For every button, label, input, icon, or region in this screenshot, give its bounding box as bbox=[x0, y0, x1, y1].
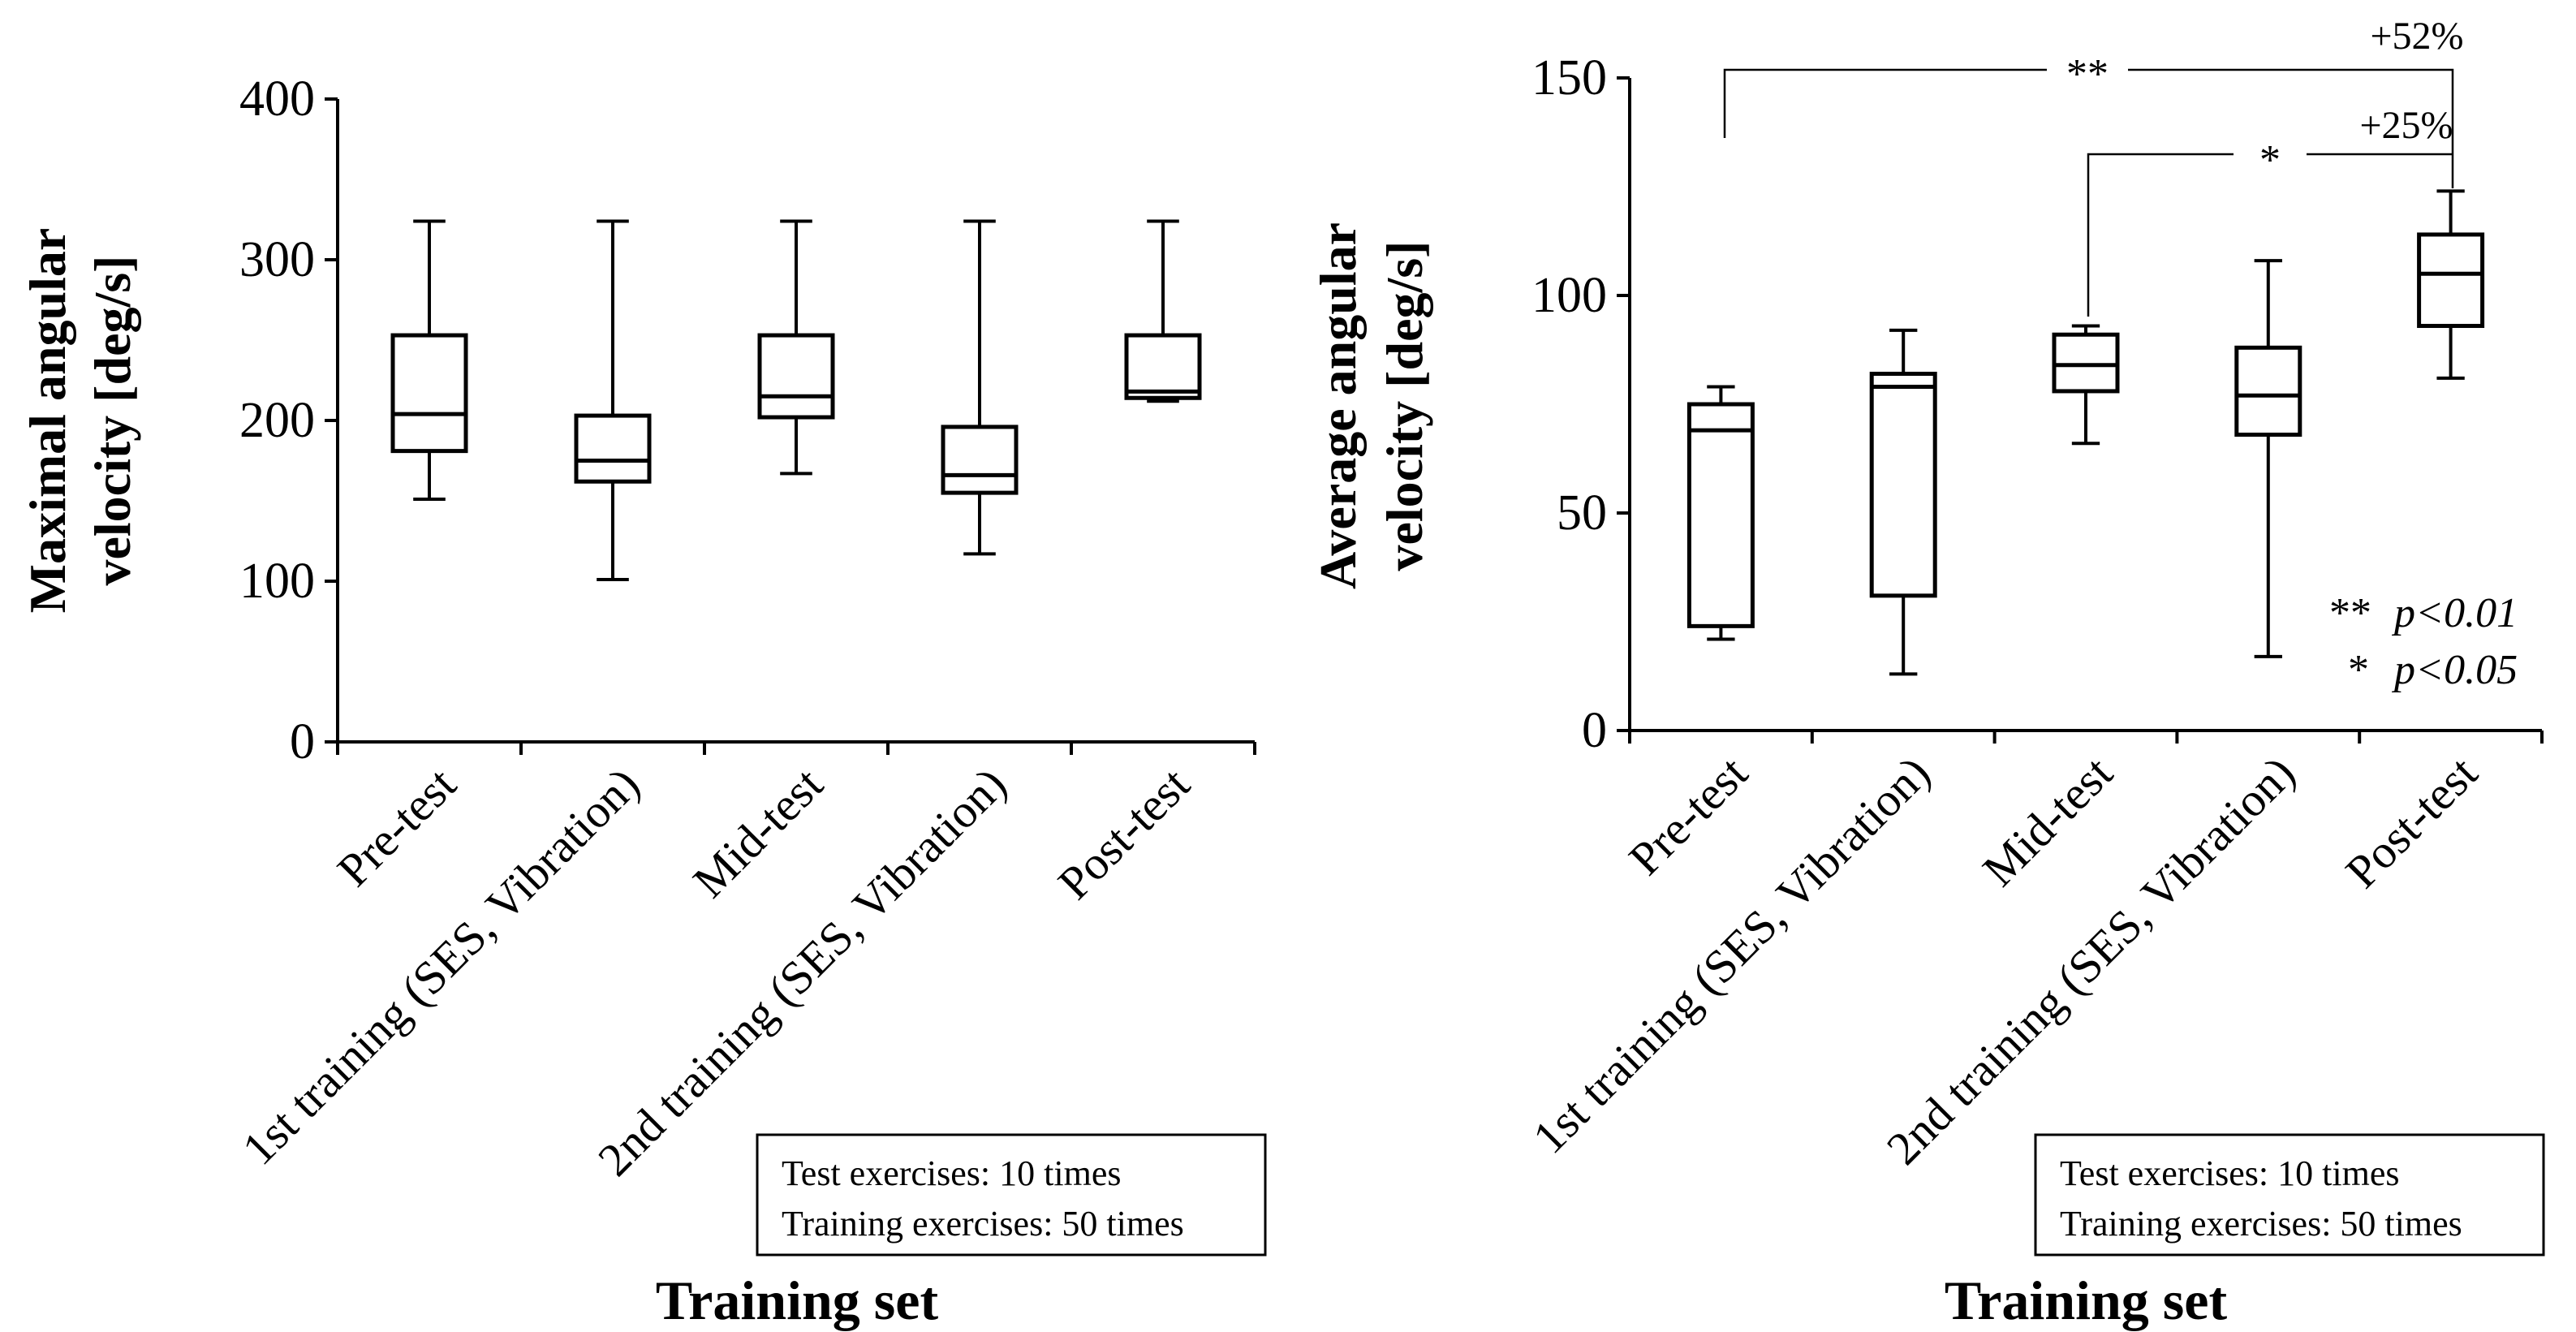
right-box-4 bbox=[2234, 259, 2302, 658]
legend-symbol-double-star: ** bbox=[2329, 590, 2371, 636]
iqr-box bbox=[2234, 345, 2302, 438]
left-box-5 bbox=[1124, 219, 1202, 403]
right-note-line1: Test exercises: 10 times bbox=[2060, 1153, 2399, 1193]
left-y-label-line1: Maximal angular bbox=[19, 228, 76, 614]
iqr-box bbox=[1124, 333, 1202, 400]
right-y-label-line2: velocity [deg/s] bbox=[1376, 241, 1433, 571]
left-box-1 bbox=[390, 219, 468, 502]
left-category-label: Mid-test bbox=[683, 757, 833, 907]
significance-label-mid-post: * bbox=[2259, 137, 2281, 183]
left-y-label-line2: velocity [deg/s] bbox=[84, 256, 141, 586]
left-y-tick-label: 400 bbox=[239, 71, 315, 127]
right-category-label: Mid-test bbox=[1972, 746, 2122, 896]
right-note-line2: Training exercises: 50 times bbox=[2060, 1204, 2462, 1244]
left-y-tick-label: 0 bbox=[290, 714, 315, 769]
iqr-box bbox=[941, 425, 1019, 495]
significance-bracket-mid-post: * +25% bbox=[2087, 104, 2453, 317]
iqr-box bbox=[1686, 402, 1755, 628]
iqr-box bbox=[574, 413, 652, 484]
legend-text-p005: p<0.05 bbox=[2391, 647, 2518, 693]
right-box-3 bbox=[2052, 324, 2120, 446]
left-category-label: 1st training (SES, Vibration) bbox=[232, 757, 649, 1175]
percent-change-mid-post: +25% bbox=[2359, 104, 2453, 147]
legend-symbol-single-star: * bbox=[2348, 647, 2369, 693]
left-note-box: Test exercises: 10 times Training exerci… bbox=[756, 1133, 1267, 1257]
left-y-tick-label: 200 bbox=[239, 393, 315, 448]
right-y-label-line1: Average angular bbox=[1309, 222, 1367, 589]
left-y-tick-label: 100 bbox=[239, 554, 315, 609]
right-note-box: Test exercises: 10 times Training exerci… bbox=[2034, 1133, 2545, 1257]
iqr-box bbox=[1869, 371, 1937, 598]
right-category-label: Post-test bbox=[2336, 746, 2488, 898]
left-category-label: Pre-test bbox=[327, 757, 466, 896]
right-y-tick-label: 50 bbox=[1557, 485, 1607, 541]
right-y-tick-label: 0 bbox=[1582, 703, 1607, 758]
left-note-line2: Training exercises: 50 times bbox=[782, 1204, 1184, 1244]
legend-text-p001: p<0.01 bbox=[2391, 590, 2518, 636]
right-y-tick-label: 150 bbox=[1531, 50, 1607, 106]
left-box-2 bbox=[574, 219, 652, 582]
iqr-box bbox=[390, 333, 468, 454]
iqr-box bbox=[757, 333, 835, 420]
right-box-5 bbox=[2417, 189, 2485, 380]
left-category-label: Post-test bbox=[1048, 757, 1200, 909]
left-y-tick-label: 300 bbox=[239, 232, 315, 287]
left-box-3 bbox=[757, 219, 835, 476]
left-note-line1: Test exercises: 10 times bbox=[782, 1153, 1121, 1193]
iqr-box bbox=[2417, 232, 2485, 329]
iqr-box bbox=[2052, 332, 2120, 394]
right-x-label: Training set bbox=[1945, 1269, 2228, 1331]
significance-label-pre-post: ** bbox=[2066, 51, 2109, 97]
significance-bracket-pre-post: ** +52% bbox=[1723, 15, 2464, 188]
right-box-2 bbox=[1869, 328, 1937, 676]
right-box-1 bbox=[1686, 385, 1755, 641]
left-box-4 bbox=[941, 219, 1019, 556]
left-x-label: Training set bbox=[656, 1269, 939, 1331]
right-y-tick-label: 100 bbox=[1531, 268, 1607, 323]
p-value-legend: ** p<0.01 * p<0.05 bbox=[2329, 590, 2518, 693]
right-category-label: Pre-test bbox=[1618, 746, 1757, 885]
percent-change-pre-post: +52% bbox=[2370, 15, 2463, 58]
